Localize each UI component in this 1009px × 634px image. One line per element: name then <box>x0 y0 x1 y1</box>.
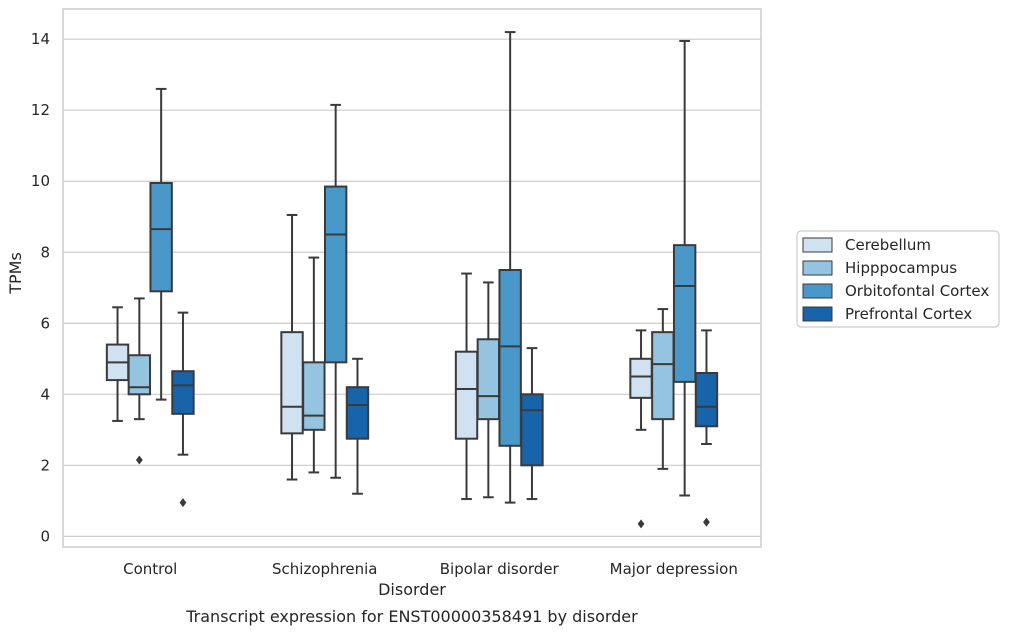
box-0-1 <box>127 297 152 465</box>
box-iqr <box>149 182 173 293</box>
legend-swatch <box>802 260 833 276</box>
box-iqr <box>127 354 152 396</box>
outlier-point <box>637 519 645 529</box>
legend-label: Cerebellum <box>845 236 931 254</box>
box-iqr <box>171 370 195 415</box>
box-1-1 <box>302 256 326 474</box>
y-tick-label: 8 <box>40 243 50 261</box>
box-0-0 <box>105 306 130 422</box>
y-tick-label: 10 <box>31 172 50 190</box>
outlier-point <box>135 455 143 465</box>
x-tick-label: Major depression <box>610 560 738 578</box>
y-tick-label: 6 <box>40 314 50 332</box>
y-tick-labels: 0 2 4 6 8 10 12 14 <box>31 30 50 545</box>
box-iqr <box>476 338 501 421</box>
y-tick-label: 0 <box>40 527 50 545</box>
chart-caption: Transcript expression for ENST0000035849… <box>185 607 638 626</box>
y-axis-title: TPMs <box>6 252 25 295</box>
box-iqr <box>302 361 326 431</box>
box-iqr <box>694 371 719 428</box>
box-iqr <box>454 350 479 440</box>
box-3-3 <box>694 329 719 527</box>
box-2-2 <box>498 31 522 504</box>
box-iqr <box>672 244 697 383</box>
box-iqr <box>323 185 348 364</box>
outlier-point <box>179 498 187 508</box>
plot-frame <box>62 8 762 548</box>
box-iqr <box>651 331 675 421</box>
x-tick-labels: Control Schizophrenia Bipolar disorder Majo… <box>123 560 738 578</box>
y-tick-label: 2 <box>40 456 50 474</box>
box-3-1 <box>651 308 675 470</box>
legend-frame <box>796 230 1000 328</box>
box-1-3 <box>345 357 370 495</box>
box-iqr <box>345 386 370 440</box>
box-iqr <box>520 393 544 467</box>
outlier-point <box>703 517 710 527</box>
legend-swatch <box>802 283 833 299</box>
x-tick-label: Control <box>123 560 177 578</box>
box-3-2 <box>672 39 697 497</box>
y-tick-label: 12 <box>31 101 50 119</box>
box-1-2 <box>323 103 348 479</box>
box-0-3 <box>171 311 195 508</box>
legend: Cerebellum Hipppocampus Orbitofontal Corte… <box>796 230 1000 328</box>
box-0-2 <box>149 87 173 401</box>
x-tick-label: Schizophrenia <box>272 560 377 578</box>
box-iqr <box>629 357 653 399</box>
legend-label: Hipppocampus <box>845 259 957 277</box>
box-iqr <box>498 269 522 447</box>
box-1-0 <box>280 213 304 481</box>
box-groups <box>105 31 719 529</box>
legend-label: Orbitofontal Cortex <box>845 282 989 300</box>
y-tick-label: 14 <box>31 30 50 48</box>
x-axis-title: Disorder <box>378 580 446 599</box>
legend-swatch <box>802 237 833 253</box>
y-tick-label: 4 <box>40 385 50 403</box>
box-2-3 <box>520 347 544 501</box>
box-3-0 <box>629 329 653 529</box>
legend-swatch <box>802 306 833 322</box>
legend-label: Prefrontal Cortex <box>845 305 972 323</box>
box-iqr <box>280 331 304 435</box>
x-tick-label: Bipolar disorder <box>440 560 560 578</box>
